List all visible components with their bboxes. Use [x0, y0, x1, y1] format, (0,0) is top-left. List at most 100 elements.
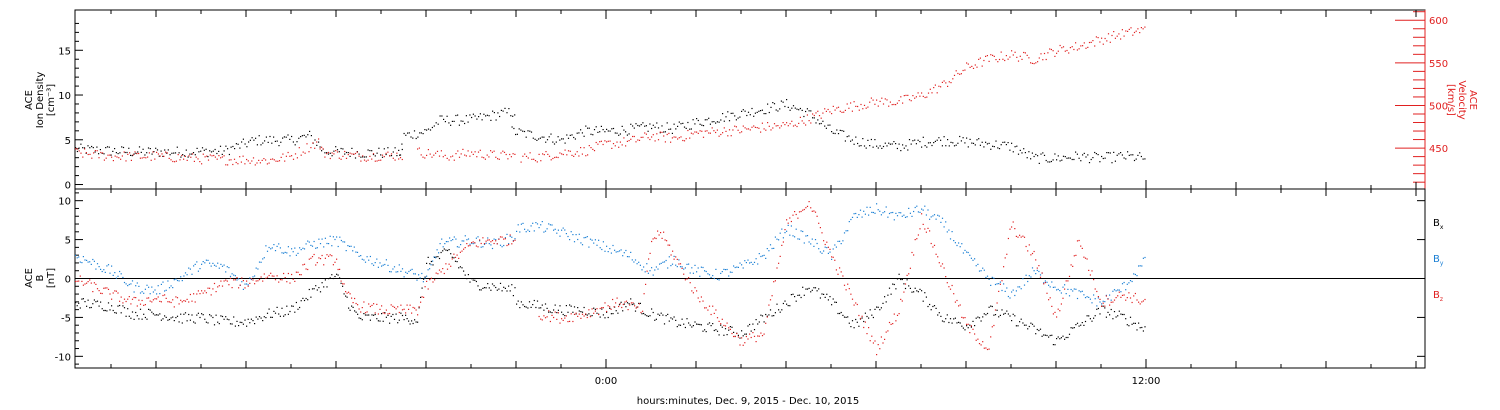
- by-point: [692, 272, 694, 274]
- bx-point: [310, 296, 312, 298]
- ion-density-point: [979, 144, 981, 146]
- by-point: [679, 266, 682, 268]
- by-point: [1144, 256, 1146, 259]
- bx-point: [827, 299, 829, 301]
- bz-point: [1027, 250, 1029, 252]
- velocity-point: [453, 159, 455, 161]
- bx-point: [509, 290, 511, 292]
- bx-point: [688, 322, 690, 324]
- by-point: [1094, 298, 1096, 300]
- bz-point: [544, 317, 547, 319]
- bz-point: [411, 312, 413, 314]
- by-point: [829, 251, 831, 253]
- bx-point: [814, 287, 817, 289]
- velocity-point: [460, 153, 462, 155]
- bz-point: [360, 311, 362, 313]
- by-point: [911, 215, 913, 217]
- velocity-point: [787, 125, 789, 127]
- bz-point: [876, 354, 878, 356]
- bz-point: [189, 293, 191, 296]
- bz-point: [501, 236, 503, 238]
- ion-density-point: [869, 145, 871, 147]
- density-label-line: ACE: [24, 90, 35, 110]
- velocity-point: [1125, 30, 1127, 32]
- ion-density-point: [444, 121, 446, 123]
- ion-density-point: [896, 147, 898, 150]
- ion-density-point: [536, 139, 538, 141]
- velocity-point: [817, 110, 819, 112]
- ion-density-point: [321, 150, 323, 152]
- bz-point: [417, 314, 419, 316]
- by-point: [969, 254, 971, 256]
- bz-point: [345, 291, 347, 293]
- bz-point: [128, 296, 130, 298]
- ion-density-point: [626, 134, 628, 136]
- bx-point: [639, 302, 641, 304]
- bx-point: [892, 283, 894, 285]
- bx-point: [456, 261, 458, 263]
- velocity-point: [392, 157, 394, 159]
- by-point: [270, 248, 272, 250]
- by-point: [340, 239, 342, 242]
- bz-point: [393, 306, 396, 308]
- bx-point: [168, 318, 171, 321]
- by-point: [583, 237, 585, 239]
- bz-point: [1046, 292, 1048, 294]
- ion-density-point: [403, 132, 405, 135]
- ion-density-point: [512, 115, 514, 117]
- bx-point: [729, 326, 731, 328]
- velocity-point: [242, 155, 244, 157]
- by-point: [823, 250, 825, 252]
- by-point: [638, 261, 640, 263]
- bx-point: [109, 309, 111, 311]
- by-point: [387, 264, 389, 266]
- velocity-point: [850, 102, 852, 104]
- bx-point: [1019, 321, 1021, 323]
- bx-point: [686, 318, 688, 320]
- by-point: [401, 268, 404, 270]
- bz-point: [511, 243, 513, 245]
- bz-point: [961, 316, 963, 318]
- ion-density-point: [424, 129, 426, 131]
- ion-density-point: [354, 157, 357, 159]
- bx-point: [634, 310, 637, 312]
- bz-point: [111, 298, 113, 300]
- bz-point: [512, 240, 514, 242]
- bx-point: [93, 299, 95, 301]
- ion-density-point: [1024, 152, 1026, 154]
- velocity-point: [387, 151, 389, 153]
- by-point: [501, 246, 503, 248]
- ion-density-point: [841, 130, 843, 132]
- bx-point: [329, 277, 331, 279]
- bz-point: [667, 244, 669, 246]
- ion-density-point: [235, 143, 237, 145]
- velocity-point: [195, 156, 197, 158]
- bx-point: [610, 313, 612, 315]
- by-point: [89, 261, 91, 263]
- bz-point: [104, 287, 106, 289]
- bx-point: [810, 291, 812, 293]
- bx-point: [904, 287, 907, 290]
- bz-point: [184, 300, 187, 302]
- velocity-point: [545, 151, 547, 153]
- by-point: [551, 224, 553, 226]
- velocity-point: [145, 157, 147, 159]
- velocity-point: [649, 138, 651, 141]
- bx-point: [1054, 344, 1056, 346]
- bx-point: [990, 305, 992, 307]
- density-y-label: ACE Ion Density [cm⁻³]: [24, 72, 57, 129]
- by-point: [966, 251, 968, 253]
- ion-density-point: [91, 145, 93, 148]
- velocity-point: [929, 88, 931, 90]
- bx-point: [577, 307, 579, 309]
- bx-point: [400, 312, 402, 314]
- bx-point: [1139, 327, 1141, 329]
- velocity-point: [390, 153, 393, 155]
- bx-point: [602, 314, 604, 316]
- by-point: [778, 239, 780, 241]
- ion-density-point: [569, 134, 571, 136]
- by-point: [768, 250, 770, 252]
- velocity-point: [914, 97, 916, 99]
- bx-point: [975, 317, 977, 319]
- bz-point: [561, 318, 563, 320]
